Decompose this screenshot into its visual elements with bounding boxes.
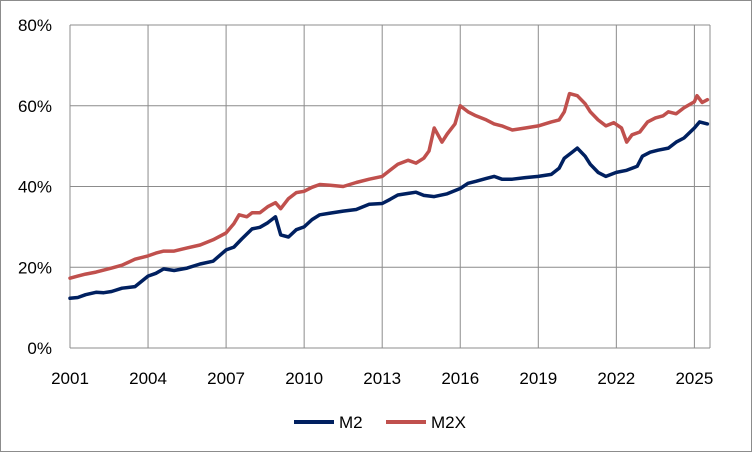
y-tick-label: 0% — [27, 339, 52, 358]
y-tick-label: 20% — [18, 258, 52, 277]
series-line-m2x — [68, 91, 710, 280]
x-tick-label: 2025 — [675, 369, 713, 388]
legend-label-m2: M2 — [339, 413, 363, 432]
series-line-m2 — [68, 120, 710, 301]
x-tick-label: 2004 — [129, 369, 167, 388]
y-tick-label: 80% — [18, 16, 52, 35]
y-tick-label: 60% — [18, 97, 52, 116]
x-tick-label: 2010 — [285, 369, 323, 388]
x-tick-label: 2016 — [441, 369, 479, 388]
legend: M2 M2X — [294, 413, 466, 432]
series-lines — [68, 91, 710, 301]
y-axis-tick-labels: 0% 20% 40% 60% 80% — [18, 16, 52, 358]
y-tick-label: 40% — [18, 178, 52, 197]
x-tick-label: 2022 — [597, 369, 635, 388]
legend-label-m2x: M2X — [431, 413, 466, 432]
x-axis-tick-labels: 2001 2004 2007 2010 2013 2016 2019 2022 2025 — [51, 369, 713, 388]
x-tick-label: 2001 — [51, 369, 89, 388]
x-tick-label: 2007 — [207, 369, 245, 388]
x-tick-label: 2019 — [519, 369, 557, 388]
x-tick-label: 2013 — [363, 369, 401, 388]
gridlines — [69, 24, 711, 349]
